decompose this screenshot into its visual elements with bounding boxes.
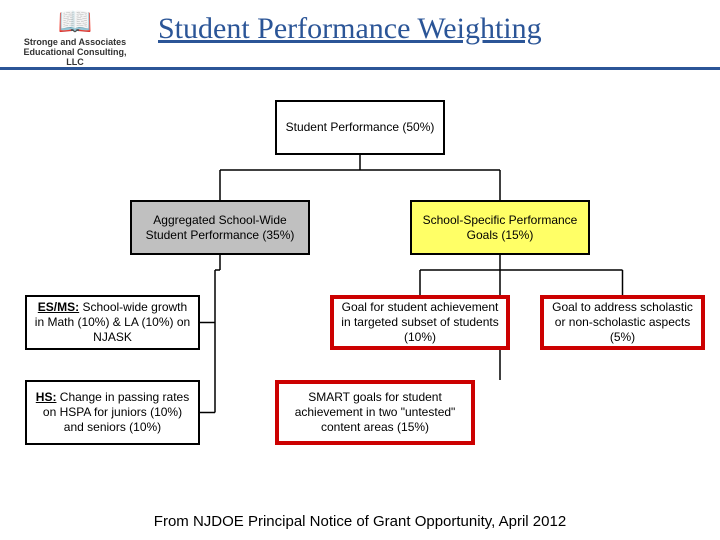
node-goals: School-Specific Performance Goals (15%): [410, 200, 590, 255]
node-smart: SMART goals for student achievement in t…: [275, 380, 475, 445]
diagram-area: Student Performance (50%) Aggregated Scho…: [0, 70, 720, 490]
node-agg: Aggregated School-Wide Student Performan…: [130, 200, 310, 255]
org-logo-block: 📖 Stronge and Associates Educational Con…: [10, 8, 140, 68]
footer-text: From NJDOE Principal Notice of Grant Opp…: [0, 513, 720, 530]
page-title: Student Performance Weighting: [140, 8, 710, 46]
node-root: Student Performance (50%): [275, 100, 445, 155]
node-sub2: Goal to address scholastic or non-schola…: [540, 295, 705, 350]
book-icon: 📖: [10, 8, 140, 36]
node-sub1: Goal for student achievement in targeted…: [330, 295, 510, 350]
header: 📖 Stronge and Associates Educational Con…: [0, 0, 720, 70]
node-esms: ES/MS: School-wide growth in Math (10%) …: [25, 295, 200, 350]
org-line3: LLC: [10, 58, 140, 68]
node-hs: HS: Change in passing rates on HSPA for …: [25, 380, 200, 445]
